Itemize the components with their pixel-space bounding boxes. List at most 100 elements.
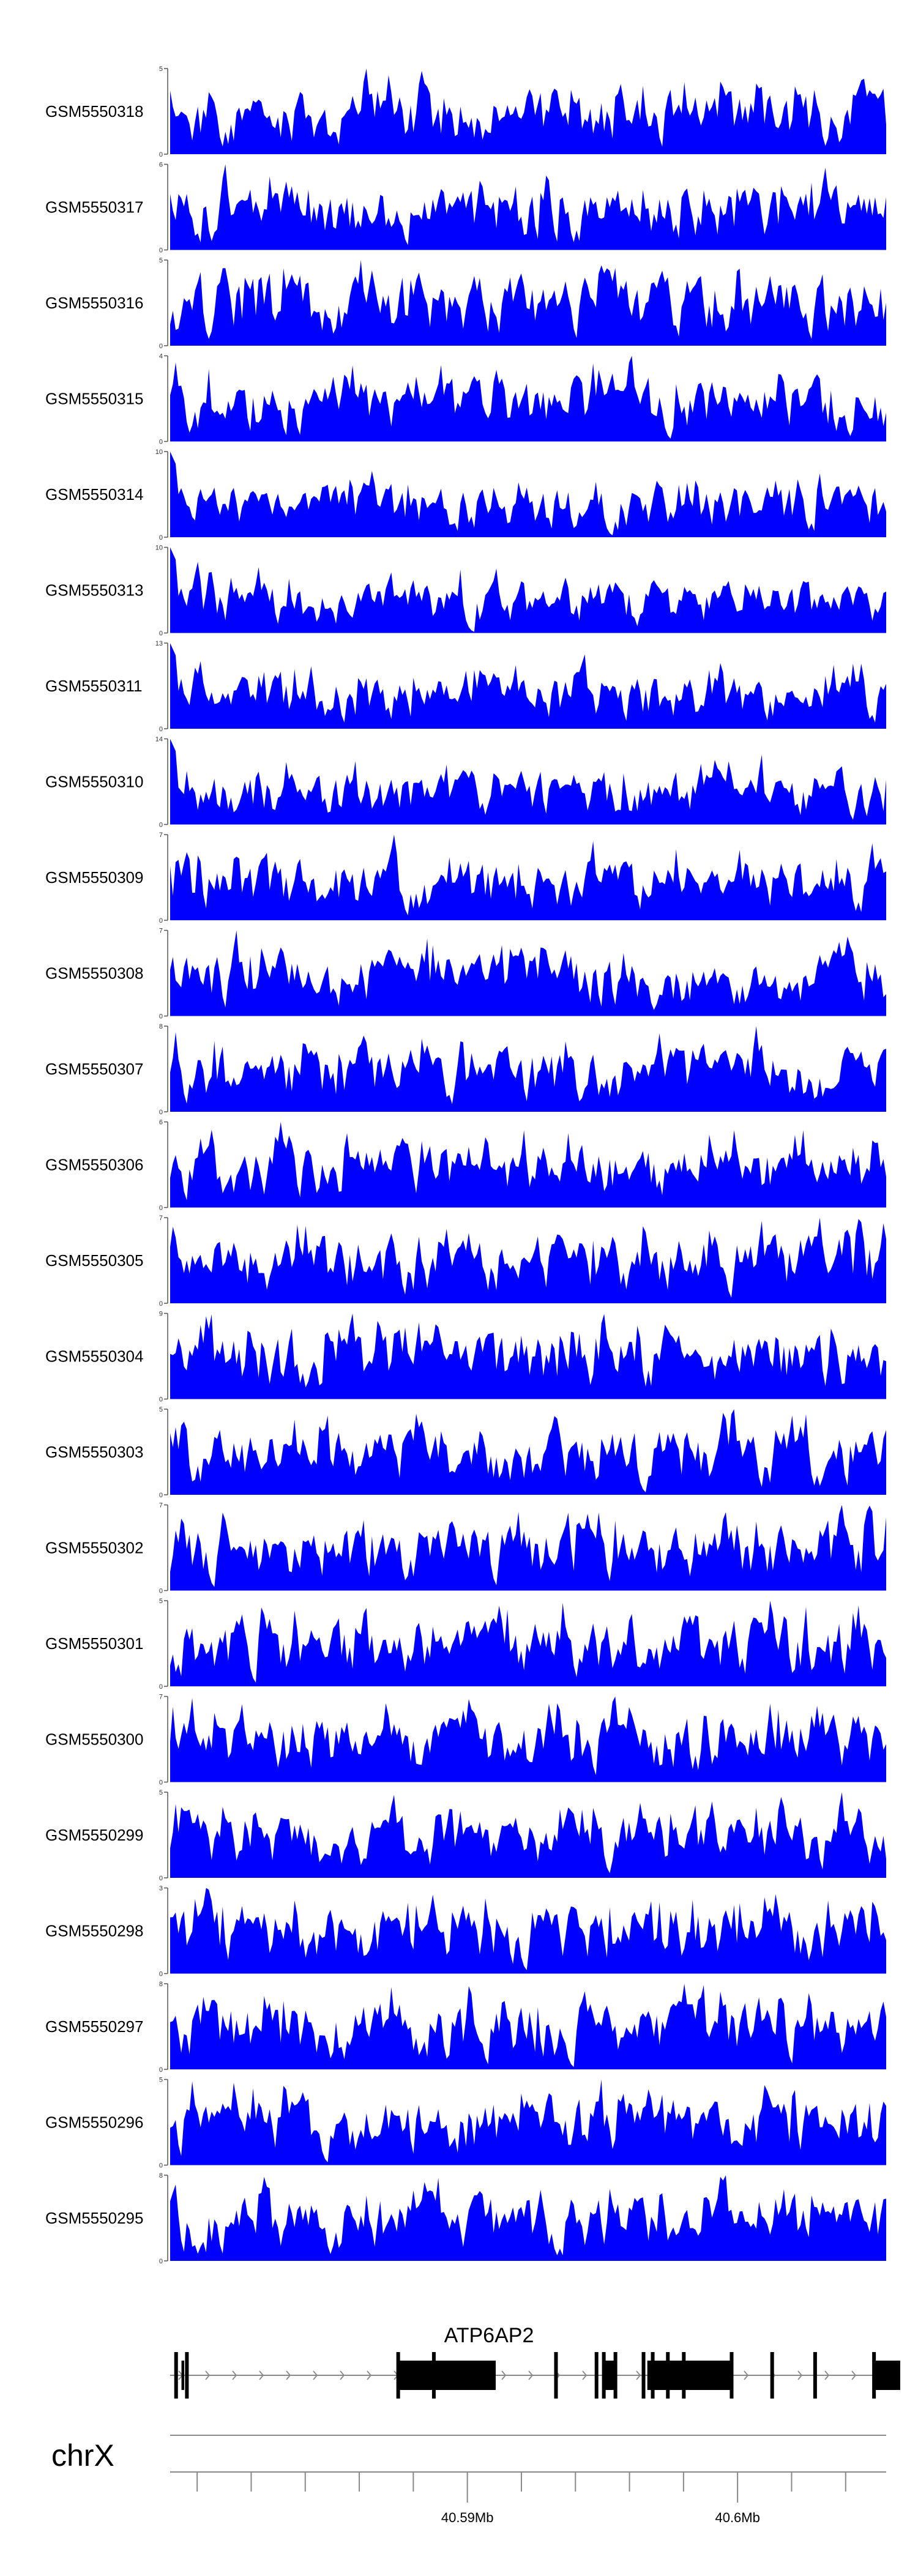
track-GSM5550301: GSM5550301 5 0 — [45, 1598, 886, 1691]
y-tick-label-min: 0 — [159, 534, 163, 542]
coverage-area — [170, 739, 886, 825]
track-label: GSM5550300 — [45, 1730, 143, 1749]
track-label: GSM5550317 — [45, 198, 143, 217]
exon-block — [874, 2361, 900, 2390]
coverage-area — [170, 69, 886, 154]
exon-block — [603, 2361, 616, 2390]
track-GSM5550300: GSM5550300 7 0 — [45, 1694, 886, 1787]
y-tick-label-min: 0 — [159, 151, 163, 158]
exon-tick — [666, 2352, 670, 2399]
y-tick-label-min: 0 — [159, 247, 163, 255]
y-tick-label-max: 7 — [159, 1502, 163, 1509]
exon-tick — [431, 2352, 436, 2399]
y-tick-label-min: 0 — [159, 439, 163, 446]
y-tick-label-min: 0 — [159, 822, 163, 829]
track-GSM5550317: GSM5550317 6 0 — [45, 162, 886, 255]
strand-chevron — [259, 2370, 264, 2380]
coverage-tracks: GSM555031850GSM555031760GSM555031650GSM5… — [45, 65, 886, 2265]
strand-chevron — [636, 2370, 641, 2380]
strand-chevron — [744, 2370, 749, 2380]
coverage-area — [170, 1026, 886, 1112]
y-tick-label-max: 10 — [155, 545, 163, 552]
track-label: GSM5550301 — [45, 1634, 143, 1653]
track-label: GSM5550304 — [45, 1347, 143, 1366]
x-tick-label: 40.59Mb — [441, 2510, 494, 2525]
track-GSM5550296: GSM5550296 5 0 — [45, 2077, 886, 2170]
gene-track: ATP6AP2 — [170, 2324, 900, 2399]
exon-tick — [554, 2352, 558, 2399]
track-GSM5550314: GSM5550314 10 0 — [45, 449, 886, 542]
coverage-area — [170, 1409, 886, 1495]
y-tick-label-max: 14 — [155, 736, 163, 743]
coverage-area — [170, 2175, 886, 2261]
coverage-area — [170, 1218, 886, 1303]
coverage-area — [170, 930, 886, 1016]
coverage-area — [170, 260, 886, 346]
exon-tick — [594, 2352, 599, 2399]
coverage-area — [170, 164, 886, 250]
y-tick-label-max: 7 — [159, 1694, 163, 1701]
track-label: GSM5550314 — [45, 485, 143, 504]
coverage-area — [170, 1601, 886, 1686]
track-label: GSM5550311 — [45, 677, 143, 695]
track-label: GSM5550309 — [45, 868, 143, 887]
exon-tick — [396, 2352, 400, 2399]
y-tick-label-min: 0 — [159, 343, 163, 350]
track-GSM5550315: GSM5550315 4 0 — [45, 353, 886, 446]
exon-block — [181, 2361, 184, 2390]
y-tick-label-min: 0 — [159, 1205, 163, 1212]
y-tick-label-min: 0 — [159, 2066, 163, 2074]
track-label: GSM5550305 — [45, 1251, 143, 1270]
track-GSM5550299: GSM5550299 5 0 — [45, 1789, 886, 1882]
y-tick-label-min: 0 — [159, 1875, 163, 1882]
y-tick-label-max: 4 — [159, 353, 163, 360]
track-GSM5550295: GSM5550295 8 0 — [45, 2172, 886, 2265]
track-label: GSM5550296 — [45, 2113, 143, 2132]
x-tick-label: 40.6Mb — [715, 2510, 759, 2525]
coverage-area — [170, 452, 886, 537]
y-tick-label-max: 5 — [159, 2077, 163, 2084]
exon-tick — [730, 2352, 734, 2399]
track-label: GSM5550307 — [45, 1060, 143, 1078]
y-tick-label-max: 5 — [159, 1789, 163, 1796]
coverage-area — [170, 1888, 886, 1974]
coverage-area — [170, 643, 886, 729]
strand-chevron — [824, 2370, 830, 2380]
exon-tick — [602, 2352, 606, 2399]
exon-tick — [872, 2352, 876, 2399]
track-label: GSM5550310 — [45, 773, 143, 791]
exon-block — [398, 2361, 496, 2390]
strand-chevron — [797, 2370, 803, 2380]
coverage-area — [170, 1696, 886, 1782]
track-label: GSM5550303 — [45, 1443, 143, 1461]
track-GSM5550302: GSM5550302 7 0 — [45, 1502, 886, 1595]
y-tick-label-min: 0 — [159, 630, 163, 638]
y-tick-label-max: 3 — [159, 1885, 163, 1893]
track-GSM5550303: GSM5550303 5 0 — [45, 1406, 886, 1499]
track-GSM5550304: GSM5550304 9 0 — [45, 1311, 886, 1404]
track-label: GSM5550297 — [45, 2017, 143, 2036]
y-tick-label-max: 8 — [159, 1981, 163, 1988]
exon-tick — [641, 2352, 646, 2399]
track-GSM5550308: GSM5550308 7 0 — [45, 928, 886, 1021]
coverage-area — [170, 356, 886, 442]
track-label: GSM5550308 — [45, 964, 143, 983]
track-GSM5550298: GSM5550298 3 0 — [45, 1885, 886, 1978]
y-tick-label-min: 0 — [159, 1588, 163, 1595]
track-GSM5550305: GSM5550305 7 0 — [45, 1215, 886, 1308]
y-tick-label-max: 10 — [155, 449, 163, 456]
strand-chevron — [851, 2370, 857, 2380]
y-tick-label-max: 5 — [159, 1406, 163, 1413]
strand-chevron — [232, 2370, 237, 2380]
y-tick-label-min: 0 — [159, 917, 163, 925]
track-label: GSM5550302 — [45, 1539, 143, 1557]
strand-chevron — [582, 2370, 588, 2380]
track-GSM5550316: GSM5550316 5 0 — [45, 257, 886, 350]
strand-chevron — [286, 2370, 291, 2380]
coverage-area — [170, 1122, 886, 1208]
y-tick-label-max: 6 — [159, 162, 163, 169]
coverage-area — [170, 1313, 886, 1399]
exon-tick — [770, 2352, 774, 2399]
y-tick-label-max: 9 — [159, 1311, 163, 1318]
track-label: GSM5550295 — [45, 2209, 143, 2227]
